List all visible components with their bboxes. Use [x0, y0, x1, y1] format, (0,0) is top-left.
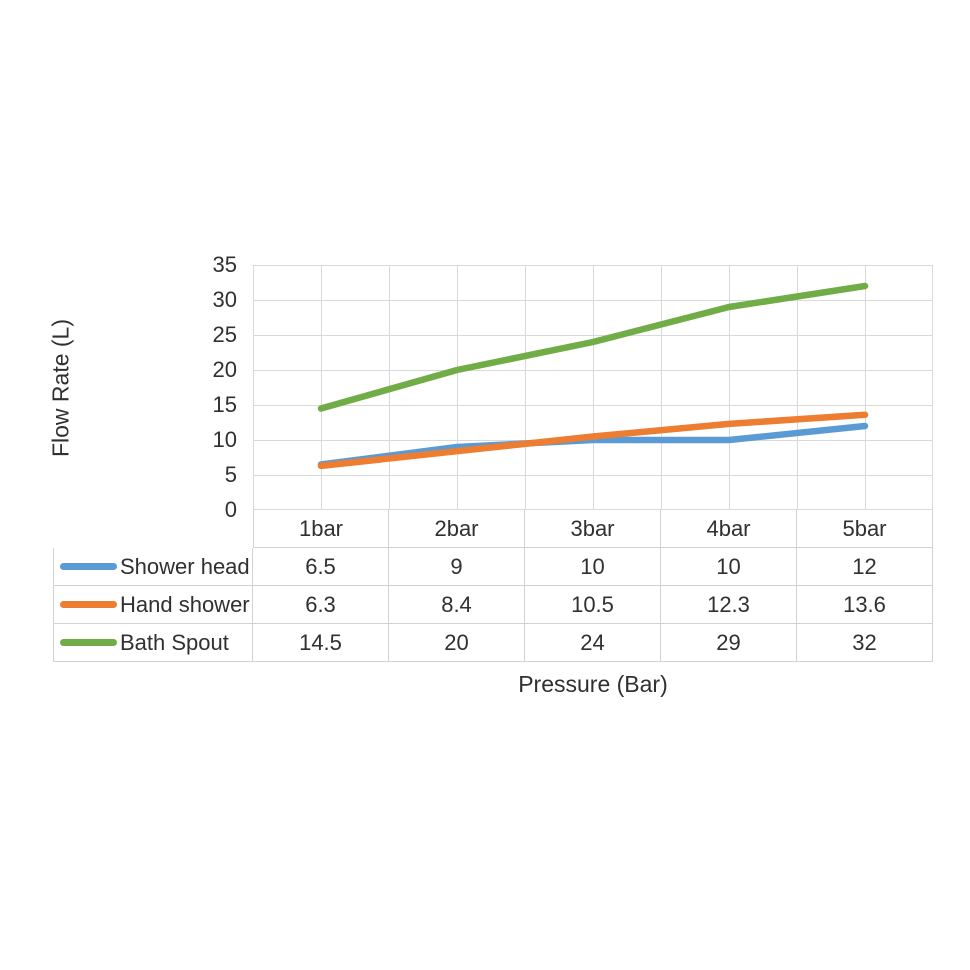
table-value-cell: 13.6	[797, 586, 933, 624]
x-axis-category-label: 5bar	[797, 510, 933, 548]
x-axis-title: Pressure (Bar)	[518, 671, 668, 697]
table-value-cell: 20	[389, 624, 525, 662]
legend-key-icon	[60, 639, 117, 646]
table-row-legend: Shower head	[53, 548, 253, 586]
gridlines	[253, 265, 933, 510]
y-tick-label: 25	[212, 322, 237, 347]
table-value-cell: 12	[797, 548, 933, 586]
series-name: Shower head	[120, 553, 250, 579]
y-tick-label: 35	[212, 252, 237, 277]
table-value-cell: 6.3	[253, 586, 389, 624]
y-tick-label: 5	[224, 462, 237, 487]
table-value-cell: 14.5	[253, 624, 389, 662]
table-value-cell: 10	[661, 548, 797, 586]
data-table: 1bar 2bar 3bar 4bar 5bar Shower head 6.5 9 10 10 1…	[53, 510, 933, 662]
table-value-cell: 6.5	[253, 548, 389, 586]
x-axis-category-label: 1bar	[253, 510, 389, 548]
table-value-cell: 32	[797, 624, 933, 662]
series-name: Hand shower	[120, 591, 250, 617]
table-value-cell: 29	[661, 624, 797, 662]
series-line-hand-shower	[317, 411, 869, 470]
x-axis-category-label: 4bar	[661, 510, 797, 548]
table-corner-blank	[53, 510, 253, 548]
series-line-bath-spout	[317, 282, 869, 412]
table-value-cell: 8.4	[389, 586, 525, 624]
table-value-cell: 12.3	[661, 586, 797, 624]
y-axis-title: Flow Rate (L)	[47, 318, 74, 458]
table-row-legend: Bath Spout	[53, 624, 253, 662]
table-value-cell: 9	[389, 548, 525, 586]
x-axis-category-label: 3bar	[525, 510, 661, 548]
y-tick-label: 30	[212, 287, 237, 312]
table-row-legend: Hand shower	[53, 586, 253, 624]
x-axis-category-label: 2bar	[389, 510, 525, 548]
y-tick-label: 0	[224, 497, 237, 522]
table-value-cell: 10.5	[525, 586, 661, 624]
table-value-cell: 24	[525, 624, 661, 662]
table-value-cell: 10	[525, 548, 661, 586]
legend-key-icon	[60, 563, 117, 570]
legend-key-icon	[60, 601, 117, 608]
plot-area	[253, 265, 933, 510]
y-tick-label: 20	[212, 357, 237, 382]
y-tick-label: 10	[212, 427, 237, 452]
y-tick-label: 15	[212, 392, 237, 417]
series-name: Bath Spout	[120, 629, 229, 655]
